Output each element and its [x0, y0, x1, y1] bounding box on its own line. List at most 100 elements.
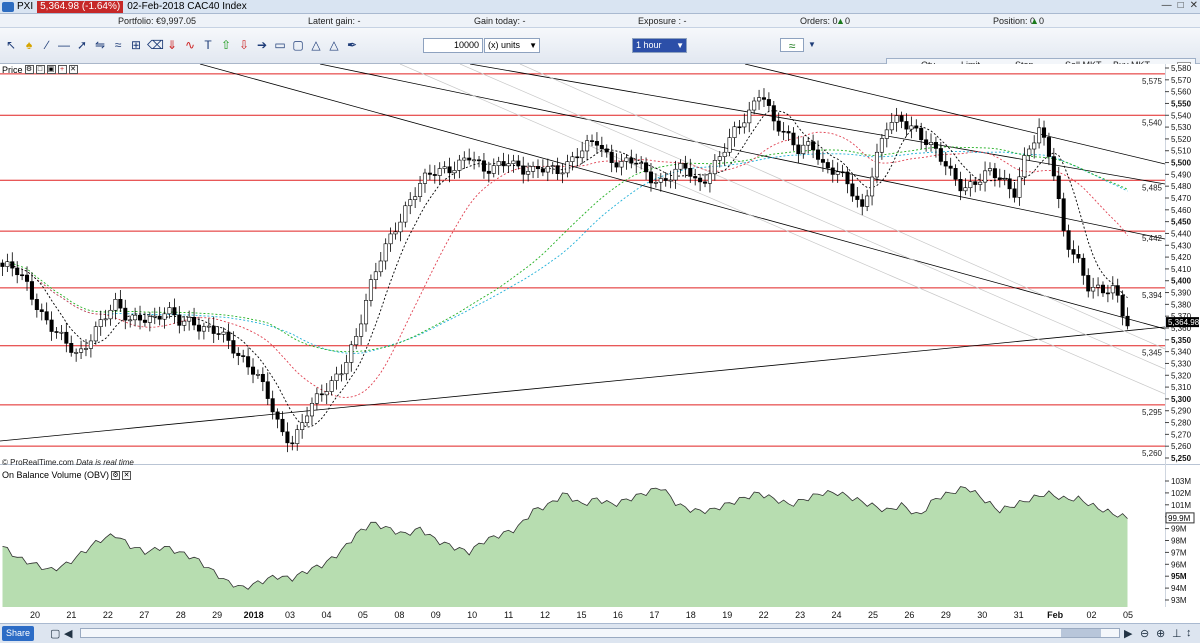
measure-icon[interactable]: △ — [329, 38, 339, 52]
level-label: 5,394 — [1142, 291, 1163, 300]
candle — [604, 144, 609, 158]
text-icon[interactable]: T — [204, 38, 212, 52]
horizontal-line-icon[interactable]: — — [58, 38, 70, 52]
candle-body — [673, 168, 678, 181]
candle-body — [496, 161, 501, 166]
retracement-icon[interactable]: ⇓ — [166, 38, 178, 52]
candle — [93, 321, 98, 345]
timeframe-select[interactable]: 1 hour ▼ — [632, 38, 687, 53]
candle — [290, 435, 295, 451]
candle-body — [275, 411, 280, 420]
arrow-down-icon[interactable]: ⇩ — [238, 38, 250, 52]
scrollbar-thumb[interactable] — [1061, 629, 1101, 637]
time-axis-label: 2018 — [243, 610, 264, 620]
candle — [904, 113, 909, 137]
candle — [889, 112, 894, 135]
arrow-up-icon[interactable]: ⇧ — [220, 38, 232, 52]
candle — [870, 167, 875, 206]
fibonacci-icon[interactable]: ≈ — [114, 38, 122, 52]
alert-bell-icon[interactable]: ♠ — [25, 38, 33, 52]
candle-body — [727, 137, 732, 153]
candle-body — [59, 331, 64, 334]
candle — [1081, 253, 1086, 285]
trendline-icon[interactable]: ➚ — [76, 38, 88, 52]
candle-body — [781, 130, 786, 133]
horizontal-scrollbar[interactable] — [80, 628, 1120, 638]
candle — [555, 157, 560, 181]
add-indicator-icon[interactable]: + — [57, 65, 67, 74]
candle-body — [683, 163, 688, 169]
zoom-out-icon[interactable]: ⊖ — [1140, 628, 1150, 640]
candle — [742, 113, 747, 134]
candle-body — [771, 105, 776, 122]
wrench-icon[interactable]: ⚙ — [111, 470, 121, 480]
candle-body — [943, 161, 948, 167]
delete-icon[interactable]: ⌫ — [147, 38, 164, 52]
time-axis-label: 16 — [612, 610, 623, 620]
candle-body — [1081, 257, 1086, 276]
candle-body — [614, 162, 619, 168]
zoom-in-icon[interactable]: ⊕ — [1156, 628, 1166, 640]
candle-body — [187, 316, 192, 322]
close-panel-icon[interactable]: ✕ — [122, 470, 132, 480]
candle-body — [251, 366, 256, 375]
selection-box-icon[interactable]: ▢ — [292, 38, 304, 52]
candle — [506, 154, 511, 173]
maximize-panel-icon[interactable]: ▣ — [46, 65, 56, 74]
data-credit: © ProRealTime.com Data is real time — [2, 458, 134, 467]
candle — [192, 307, 197, 331]
obv-tick-label: 98M — [1171, 537, 1187, 546]
triangle-icon[interactable]: △ — [311, 38, 321, 52]
candle — [879, 134, 884, 160]
candle-body — [560, 172, 565, 175]
minimize-panel-icon[interactable]: □ — [35, 65, 45, 74]
price-panel-title: Price — [2, 64, 23, 75]
quantity-input[interactable]: 10000 — [423, 38, 483, 53]
candle-body — [644, 162, 649, 173]
share-button[interactable]: Share — [2, 626, 35, 641]
candle — [1115, 278, 1120, 303]
scroll-right-icon[interactable]: ▶ — [1124, 628, 1133, 640]
candle-body — [10, 261, 15, 269]
rectangle-icon[interactable]: ▭ — [274, 38, 286, 52]
time-axis-label: 19 — [722, 610, 733, 620]
candle-body — [226, 331, 231, 341]
obv-tick-label: 102M — [1171, 489, 1191, 498]
candle-body — [585, 140, 590, 152]
candle — [10, 252, 15, 277]
candle-body — [442, 166, 447, 169]
candle — [550, 162, 555, 175]
fit-icon[interactable]: ↕ — [1186, 627, 1192, 639]
last-price-badge: 5,364.98 (-1.64%) — [37, 0, 124, 13]
time-axis: 20 21 22 27 28 29 2018 03 04 05 08 09 10 11 12 15 16 17 18… — [0, 607, 1165, 623]
ruler-icon[interactable]: ⊥ — [1172, 628, 1182, 640]
time-axis-label: 02 — [1086, 610, 1097, 620]
candle — [231, 331, 236, 359]
time-axis-label: 22 — [102, 610, 113, 620]
cursor-icon[interactable]: ↖ — [5, 38, 17, 52]
arrow-right-icon[interactable]: ➔ — [256, 38, 268, 52]
candle-body — [359, 323, 364, 337]
scroll-left-icon[interactable]: ◀ — [64, 628, 73, 640]
close-icon[interactable]: ✕ — [1189, 0, 1198, 11]
draw-line-icon[interactable]: ∕ — [45, 38, 48, 52]
maximize-icon[interactable]: □ — [1177, 0, 1184, 11]
channel-icon[interactable]: ⇋ — [94, 38, 106, 52]
candle-body — [462, 157, 467, 161]
minimize-icon[interactable]: — — [1161, 0, 1172, 11]
candle — [324, 383, 329, 405]
photo-icon[interactable]: ▢ — [50, 628, 61, 640]
chevron-down-icon[interactable]: ▼ — [808, 40, 816, 49]
candle-body — [752, 100, 757, 111]
candle-body — [924, 139, 929, 145]
chart-style-icon[interactable]: ≈ — [780, 38, 804, 53]
chart-area[interactable]: 5,575 5,540 5,485 5,442 5,394 5,345 5,295 5,260… — [0, 64, 1200, 607]
fan-icon[interactable]: ⊞ — [130, 38, 142, 52]
candle-body — [231, 340, 236, 354]
zigzag-icon[interactable]: ∿ — [184, 38, 196, 52]
units-select[interactable]: (x) units ▼ — [484, 38, 540, 53]
pen-icon[interactable]: ✒ — [346, 38, 358, 52]
wrench-icon[interactable]: ⚙ — [24, 65, 34, 74]
candle-body — [393, 231, 398, 235]
close-panel-icon[interactable]: ✕ — [68, 65, 78, 74]
